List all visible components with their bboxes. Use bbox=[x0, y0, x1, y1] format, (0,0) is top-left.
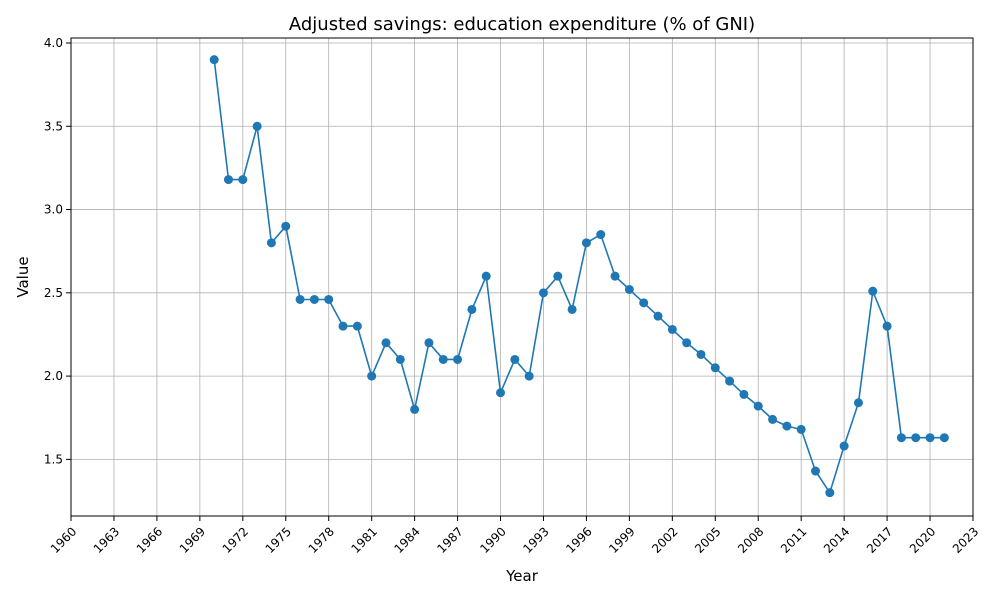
x-tick-label: 1966 bbox=[134, 524, 165, 555]
x-tick-label: 2020 bbox=[907, 524, 938, 555]
data-point bbox=[338, 321, 348, 331]
x-tick-label: 1963 bbox=[91, 524, 122, 555]
x-tick-label: 2011 bbox=[778, 524, 809, 555]
data-point bbox=[882, 321, 892, 331]
x-tick-label: 1993 bbox=[520, 524, 551, 555]
data-point bbox=[768, 414, 778, 424]
data-point bbox=[309, 294, 319, 304]
data-point bbox=[682, 338, 692, 348]
data-point bbox=[782, 421, 792, 431]
data-point bbox=[667, 324, 677, 334]
data-point bbox=[453, 354, 463, 364]
data-point bbox=[811, 466, 821, 476]
y-axis-ticks: 1.5 2.0 2.5 3.0 3.5 4.0 bbox=[44, 36, 71, 466]
x-tick-label: 1999 bbox=[606, 524, 637, 555]
data-point bbox=[710, 363, 720, 373]
x-tick-label: 1981 bbox=[349, 524, 380, 555]
data-point bbox=[438, 354, 448, 364]
data-point bbox=[410, 404, 420, 414]
x-tick-label: 1990 bbox=[477, 524, 508, 555]
x-tick-label: 2014 bbox=[821, 524, 852, 555]
data-point bbox=[753, 401, 763, 411]
data-point bbox=[696, 349, 706, 359]
y-tick-label: 2.0 bbox=[44, 369, 63, 383]
data-point bbox=[266, 238, 276, 248]
data-point bbox=[496, 388, 506, 398]
data-point bbox=[925, 433, 935, 443]
y-axis-label: Value bbox=[14, 256, 32, 297]
grid-lines bbox=[70, 38, 974, 516]
data-point bbox=[939, 433, 949, 443]
data-point bbox=[567, 304, 577, 314]
data-point bbox=[352, 321, 362, 331]
chart-title: Adjusted savings: education expenditure … bbox=[289, 14, 755, 35]
x-tick-label: 1975 bbox=[263, 524, 294, 555]
data-point bbox=[238, 175, 248, 185]
x-tick-label: 1996 bbox=[563, 524, 594, 555]
x-tick-label: 1987 bbox=[434, 524, 465, 555]
data-points bbox=[209, 55, 949, 498]
y-tick-label: 3.0 bbox=[44, 203, 63, 217]
data-point bbox=[624, 284, 634, 294]
data-point bbox=[209, 55, 219, 65]
data-point bbox=[381, 338, 391, 348]
data-point bbox=[853, 398, 863, 408]
data-point bbox=[896, 433, 906, 443]
y-tick-label: 2.5 bbox=[44, 286, 63, 300]
data-point bbox=[725, 376, 735, 386]
data-point bbox=[581, 238, 591, 248]
data-point bbox=[223, 175, 233, 185]
data-point bbox=[395, 354, 405, 364]
x-tick-label: 1978 bbox=[306, 524, 337, 555]
x-tick-label: 1984 bbox=[391, 524, 422, 555]
data-point bbox=[553, 271, 563, 281]
x-tick-label: 2023 bbox=[950, 524, 981, 555]
y-tick-label: 4.0 bbox=[44, 36, 63, 50]
data-point bbox=[281, 221, 291, 231]
data-point bbox=[911, 433, 921, 443]
data-point bbox=[510, 354, 520, 364]
x-tick-label: 2017 bbox=[864, 524, 895, 555]
series-line bbox=[213, 59, 945, 495]
series-line-layer bbox=[213, 59, 945, 495]
data-point bbox=[825, 488, 835, 498]
x-tick-label: 1969 bbox=[177, 524, 208, 555]
y-tick-label: 1.5 bbox=[44, 452, 63, 466]
data-point bbox=[739, 389, 749, 399]
data-point bbox=[596, 230, 606, 240]
x-tick-label: 1960 bbox=[48, 524, 79, 555]
x-tick-label: 2005 bbox=[692, 524, 723, 555]
x-axis-label: Year bbox=[505, 567, 539, 585]
plot-frame bbox=[70, 37, 974, 517]
data-point bbox=[424, 338, 434, 348]
data-point bbox=[252, 121, 262, 131]
data-point bbox=[839, 441, 849, 451]
data-point bbox=[610, 271, 620, 281]
x-tick-label: 1972 bbox=[220, 524, 251, 555]
data-point bbox=[295, 294, 305, 304]
data-point bbox=[868, 286, 878, 296]
data-point bbox=[796, 424, 806, 434]
x-axis-ticks: 1960 1963 1966 1969 1972 1975 1978 1981 1984 1987… bbox=[48, 516, 981, 556]
x-tick-label: 2008 bbox=[735, 524, 766, 555]
data-point bbox=[367, 371, 377, 381]
data-point bbox=[538, 288, 548, 298]
data-point bbox=[524, 371, 534, 381]
data-point bbox=[467, 304, 477, 314]
data-point bbox=[653, 311, 663, 321]
data-point bbox=[639, 298, 649, 308]
y-tick-label: 3.5 bbox=[44, 119, 63, 133]
data-point bbox=[481, 271, 491, 281]
x-tick-label: 2002 bbox=[649, 524, 680, 555]
data-point bbox=[324, 294, 334, 304]
